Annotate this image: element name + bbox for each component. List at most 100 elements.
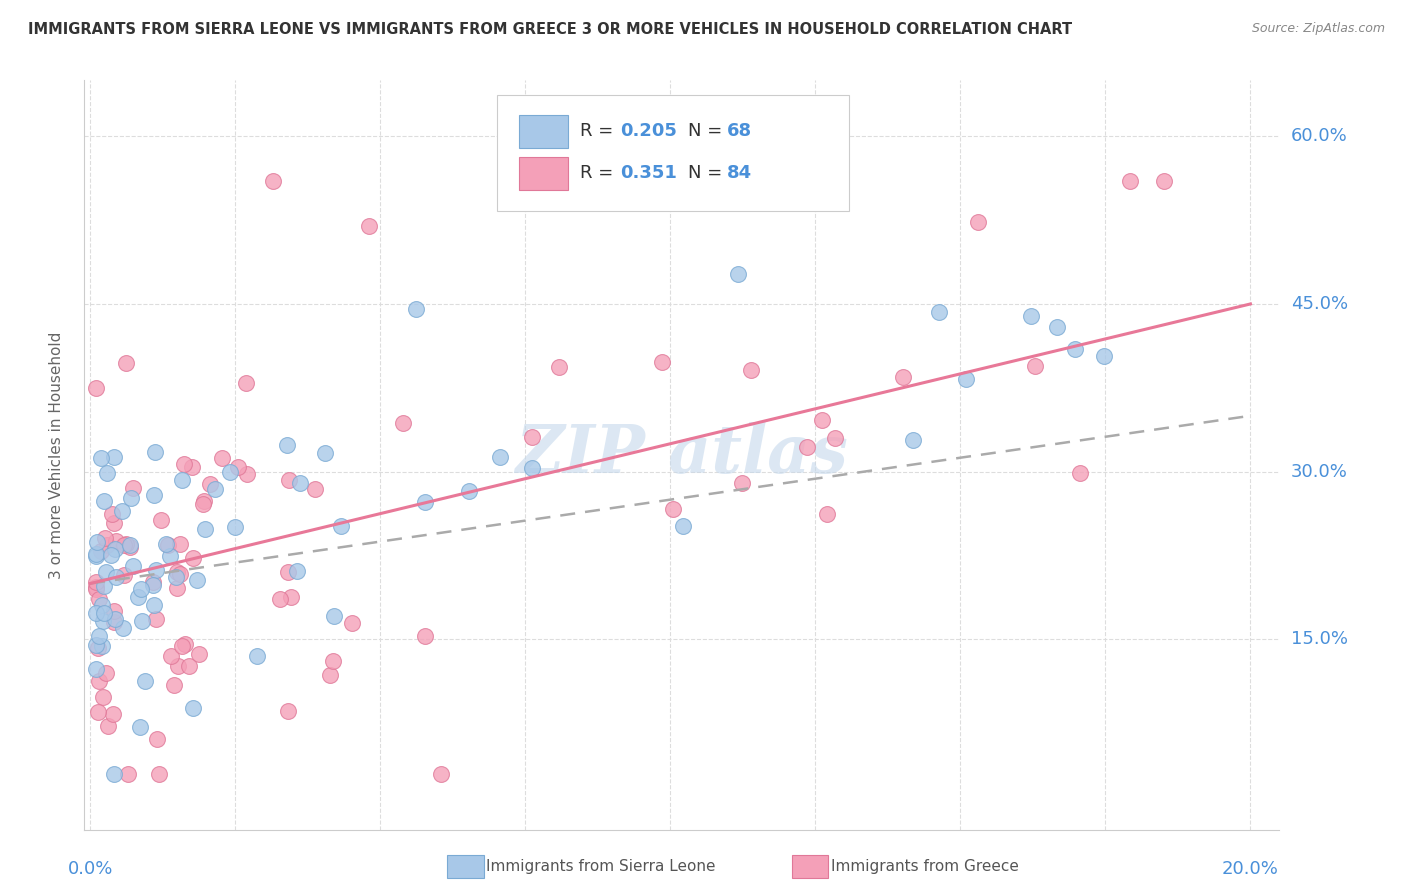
Point — [662, 501, 685, 516]
Point — [520, 461, 543, 475]
Point — [224, 520, 246, 534]
Text: Immigrants from Greece: Immigrants from Greece — [831, 859, 1019, 873]
Point — [166, 581, 188, 595]
Point — [235, 376, 257, 391]
Point — [165, 569, 187, 583]
Point — [91, 598, 114, 612]
Point — [413, 629, 436, 643]
Point — [142, 488, 165, 502]
Point — [103, 766, 125, 780]
Point — [145, 563, 167, 577]
Point — [103, 450, 125, 464]
Text: N =: N = — [688, 164, 728, 182]
Point — [159, 549, 181, 563]
Point — [288, 476, 311, 491]
Point — [87, 705, 110, 719]
Point — [277, 704, 299, 718]
Point — [928, 305, 950, 319]
Point — [105, 569, 128, 583]
Text: 84: 84 — [727, 164, 752, 182]
Point — [967, 214, 990, 228]
Point — [672, 519, 695, 533]
Point — [489, 450, 512, 465]
Point — [115, 355, 138, 369]
Text: 68: 68 — [727, 122, 752, 140]
Point — [322, 654, 344, 668]
Point — [104, 612, 127, 626]
Point — [166, 566, 188, 580]
Point — [143, 598, 166, 612]
Text: 0.0%: 0.0% — [67, 860, 112, 878]
FancyBboxPatch shape — [519, 157, 568, 190]
Point — [143, 444, 166, 458]
Point — [1046, 320, 1069, 334]
Point — [520, 430, 543, 444]
Point — [148, 766, 170, 780]
Point — [142, 578, 165, 592]
Point — [651, 355, 673, 369]
Point — [120, 540, 142, 554]
Text: 45.0%: 45.0% — [1291, 295, 1348, 313]
Point — [392, 416, 415, 430]
Point — [955, 372, 977, 386]
Point — [173, 458, 195, 472]
Point — [84, 662, 107, 676]
Text: 30.0%: 30.0% — [1291, 463, 1347, 481]
Text: 15.0%: 15.0% — [1291, 631, 1347, 648]
Point — [219, 465, 242, 479]
Point — [93, 606, 115, 620]
FancyBboxPatch shape — [519, 115, 568, 148]
Text: R =: R = — [581, 164, 619, 182]
Point — [269, 591, 291, 606]
Point — [89, 591, 111, 606]
Point — [278, 473, 301, 487]
Point — [96, 466, 118, 480]
Point — [103, 615, 125, 629]
Point — [94, 566, 117, 580]
Point — [730, 476, 752, 491]
Text: 0.205: 0.205 — [620, 122, 676, 140]
Point — [111, 504, 134, 518]
Point — [84, 580, 107, 594]
Point — [134, 673, 156, 688]
Point — [121, 559, 143, 574]
Point — [84, 549, 107, 563]
Point — [193, 494, 215, 508]
Point — [142, 574, 165, 589]
Point — [94, 531, 117, 545]
Point — [811, 412, 834, 426]
Point — [458, 483, 481, 498]
Point — [191, 497, 214, 511]
Point — [101, 507, 124, 521]
Point — [1094, 349, 1116, 363]
Point — [901, 434, 924, 448]
Point — [90, 451, 112, 466]
Point — [84, 582, 107, 596]
Point — [1019, 309, 1042, 323]
Point — [169, 566, 191, 581]
Point — [129, 582, 152, 596]
Point — [84, 381, 107, 395]
Point — [112, 567, 135, 582]
Text: N =: N = — [688, 122, 728, 140]
Point — [181, 701, 204, 715]
Point — [169, 537, 191, 551]
Point — [170, 473, 193, 487]
Point — [547, 359, 569, 374]
Point — [319, 668, 342, 682]
Point — [111, 621, 134, 635]
Point — [131, 614, 153, 628]
Point — [204, 482, 226, 496]
Point — [91, 690, 114, 704]
Point — [86, 534, 108, 549]
Point — [120, 491, 142, 505]
Text: ZIP atlas: ZIP atlas — [516, 423, 848, 487]
Point — [145, 612, 167, 626]
Point — [160, 648, 183, 663]
Point — [194, 522, 217, 536]
Point — [155, 537, 177, 551]
Point — [87, 641, 110, 656]
Point — [127, 591, 149, 605]
Point — [118, 538, 141, 552]
Text: 0.351: 0.351 — [620, 164, 676, 182]
